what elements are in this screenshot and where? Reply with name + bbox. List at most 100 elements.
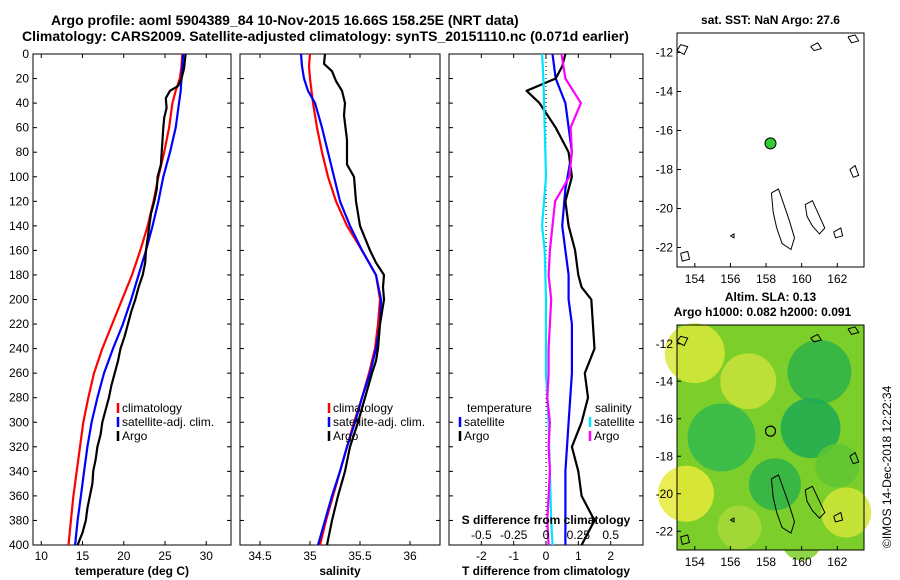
x-tick-label: 0 [543, 549, 550, 563]
y-tick-label: 80 [16, 145, 30, 159]
coastline [770, 474, 796, 534]
sla-map-title: Altim. SLA: 0.13 [725, 290, 817, 304]
legend-label: satellite-adj. clim. [122, 415, 214, 429]
legend-label: satellite [594, 415, 635, 429]
legend-label: climatology [333, 401, 393, 415]
y-tick-label: 20 [16, 72, 30, 86]
series-argo [322, 53, 386, 546]
x-tick-label: 25 [158, 549, 172, 563]
coastline [833, 227, 844, 239]
y-tick-label: 40 [16, 96, 30, 110]
coastline [810, 42, 823, 52]
coastline [680, 250, 691, 262]
x-tick-label: -1 [508, 549, 519, 563]
coastline [676, 335, 689, 347]
sla-map-subtitle: Argo h1000: 0.082 h2000: 0.091 [674, 305, 852, 319]
x-tick-label: 30 [200, 549, 214, 563]
sla-map-panel: -12 -14 -16 -18 -20 -22 154 156 158 160 162 Altim. … [656, 290, 872, 569]
x-tick-label: 156 [720, 555, 740, 569]
legend-label: Argo [333, 429, 359, 443]
x-tick-label: 36 [403, 549, 417, 563]
figure-title-line1: Argo profile: aoml 5904389_84 10-Nov-201… [51, 12, 519, 28]
coastline [804, 200, 826, 235]
sla-blob [821, 487, 872, 538]
sla-blob [780, 398, 841, 459]
difference-panel: -2 -1 0 1 2T difference from climatology -0.5… [448, 53, 644, 578]
coastline [833, 511, 844, 523]
y-tick-label: 340 [9, 464, 29, 478]
series-climatology [67, 53, 184, 546]
x-tick-label: 154 [685, 272, 705, 286]
x-tick-label: 15 [76, 549, 90, 563]
coastline [847, 326, 860, 335]
s-axis-label: S difference from climatology [462, 513, 631, 527]
x-axis-label: temperature (deg C) [75, 564, 189, 578]
sla-map-frame [676, 324, 865, 551]
x-tick-label: 162 [827, 272, 847, 286]
s-tick-label: -0.5 [471, 528, 492, 542]
legend-label: Argo [464, 429, 490, 443]
sst-map-title: sat. SST: NaN Argo: 27.6 [701, 13, 840, 27]
y-tick-label: 180 [9, 268, 29, 282]
legend-title-temperature: temperature [467, 401, 532, 415]
y-tick-label: 100 [9, 170, 29, 184]
x-tick-label: 10 [35, 549, 49, 563]
sla-blob [748, 458, 801, 511]
x-tick-label: -2 [476, 549, 487, 563]
y-tick-label: 300 [9, 415, 29, 429]
coastline [730, 233, 735, 239]
sla-blob [657, 465, 714, 522]
x-tick-label: 156 [720, 272, 740, 286]
series-satellite-adj-clim- [74, 53, 185, 546]
coastline [730, 517, 735, 523]
sst-map-frame [676, 32, 865, 268]
y-tick-label: -22 [656, 524, 674, 538]
y-tick-label: -16 [656, 412, 674, 426]
y-tick-label: 220 [9, 317, 29, 331]
x-tick-label: 20 [117, 549, 131, 563]
y-tick-label: 140 [9, 219, 29, 233]
sla-blob [664, 323, 725, 384]
figure-title-line2: Climatology: CARS2009. Satellite-adjuste… [22, 28, 629, 44]
coastline [676, 44, 689, 56]
s-tick-label: -0.25 [500, 528, 528, 542]
coastline [810, 333, 823, 343]
series-t-satellite [551, 53, 574, 545]
y-tick-label: -14 [656, 374, 674, 388]
salinity-panel: 34.5 35 35.5 36 salinity climatologysatellite… [239, 53, 441, 578]
s-tick-label: 0.25 [567, 528, 591, 542]
y-tick-label: 360 [9, 489, 29, 503]
x-tick-label: 35 [303, 549, 317, 563]
legend-label: satellite [464, 415, 505, 429]
coastline [770, 188, 796, 251]
y-tick-label: 320 [9, 440, 29, 454]
y-tick-label: -12 [656, 337, 674, 351]
y-tick-label: -18 [656, 163, 674, 177]
y-tick-label: 240 [9, 342, 29, 356]
coastline [680, 534, 691, 546]
x-tick-label: 154 [685, 555, 705, 569]
y-tick-label: 400 [9, 538, 29, 552]
sla-blob [787, 339, 852, 404]
series-s-argo [546, 53, 583, 546]
sla-blob [720, 353, 777, 410]
coastline [849, 164, 860, 178]
temperature-panel: 0 20 40 60 80 100 120 140 160 180 200 220 240 260 280 3… [9, 47, 232, 578]
y-tick-label: -12 [656, 46, 674, 60]
watermark: ©IMOS 14-Dec-2018 12:22:34 [880, 385, 894, 548]
coastline [847, 34, 860, 44]
coastline [804, 485, 826, 519]
legend-label: Argo [594, 429, 620, 443]
series-t-argo [525, 53, 596, 546]
sla-blob [687, 403, 756, 472]
y-tick-label: -14 [656, 85, 674, 99]
sst-map-panel: -12 -14 -16 -18 -20 -22 154 156 158 160 162 sat. SS… [656, 13, 865, 286]
s-tick-label: 0 [543, 528, 550, 542]
s-tick-label: 0.5 [602, 528, 619, 542]
legend-title-salinity: salinity [595, 401, 632, 415]
series-satellite-adj-clim- [299, 53, 383, 546]
legend-label: climatology [122, 401, 182, 415]
x-tick-label: 158 [756, 272, 776, 286]
series-argo [76, 53, 187, 546]
